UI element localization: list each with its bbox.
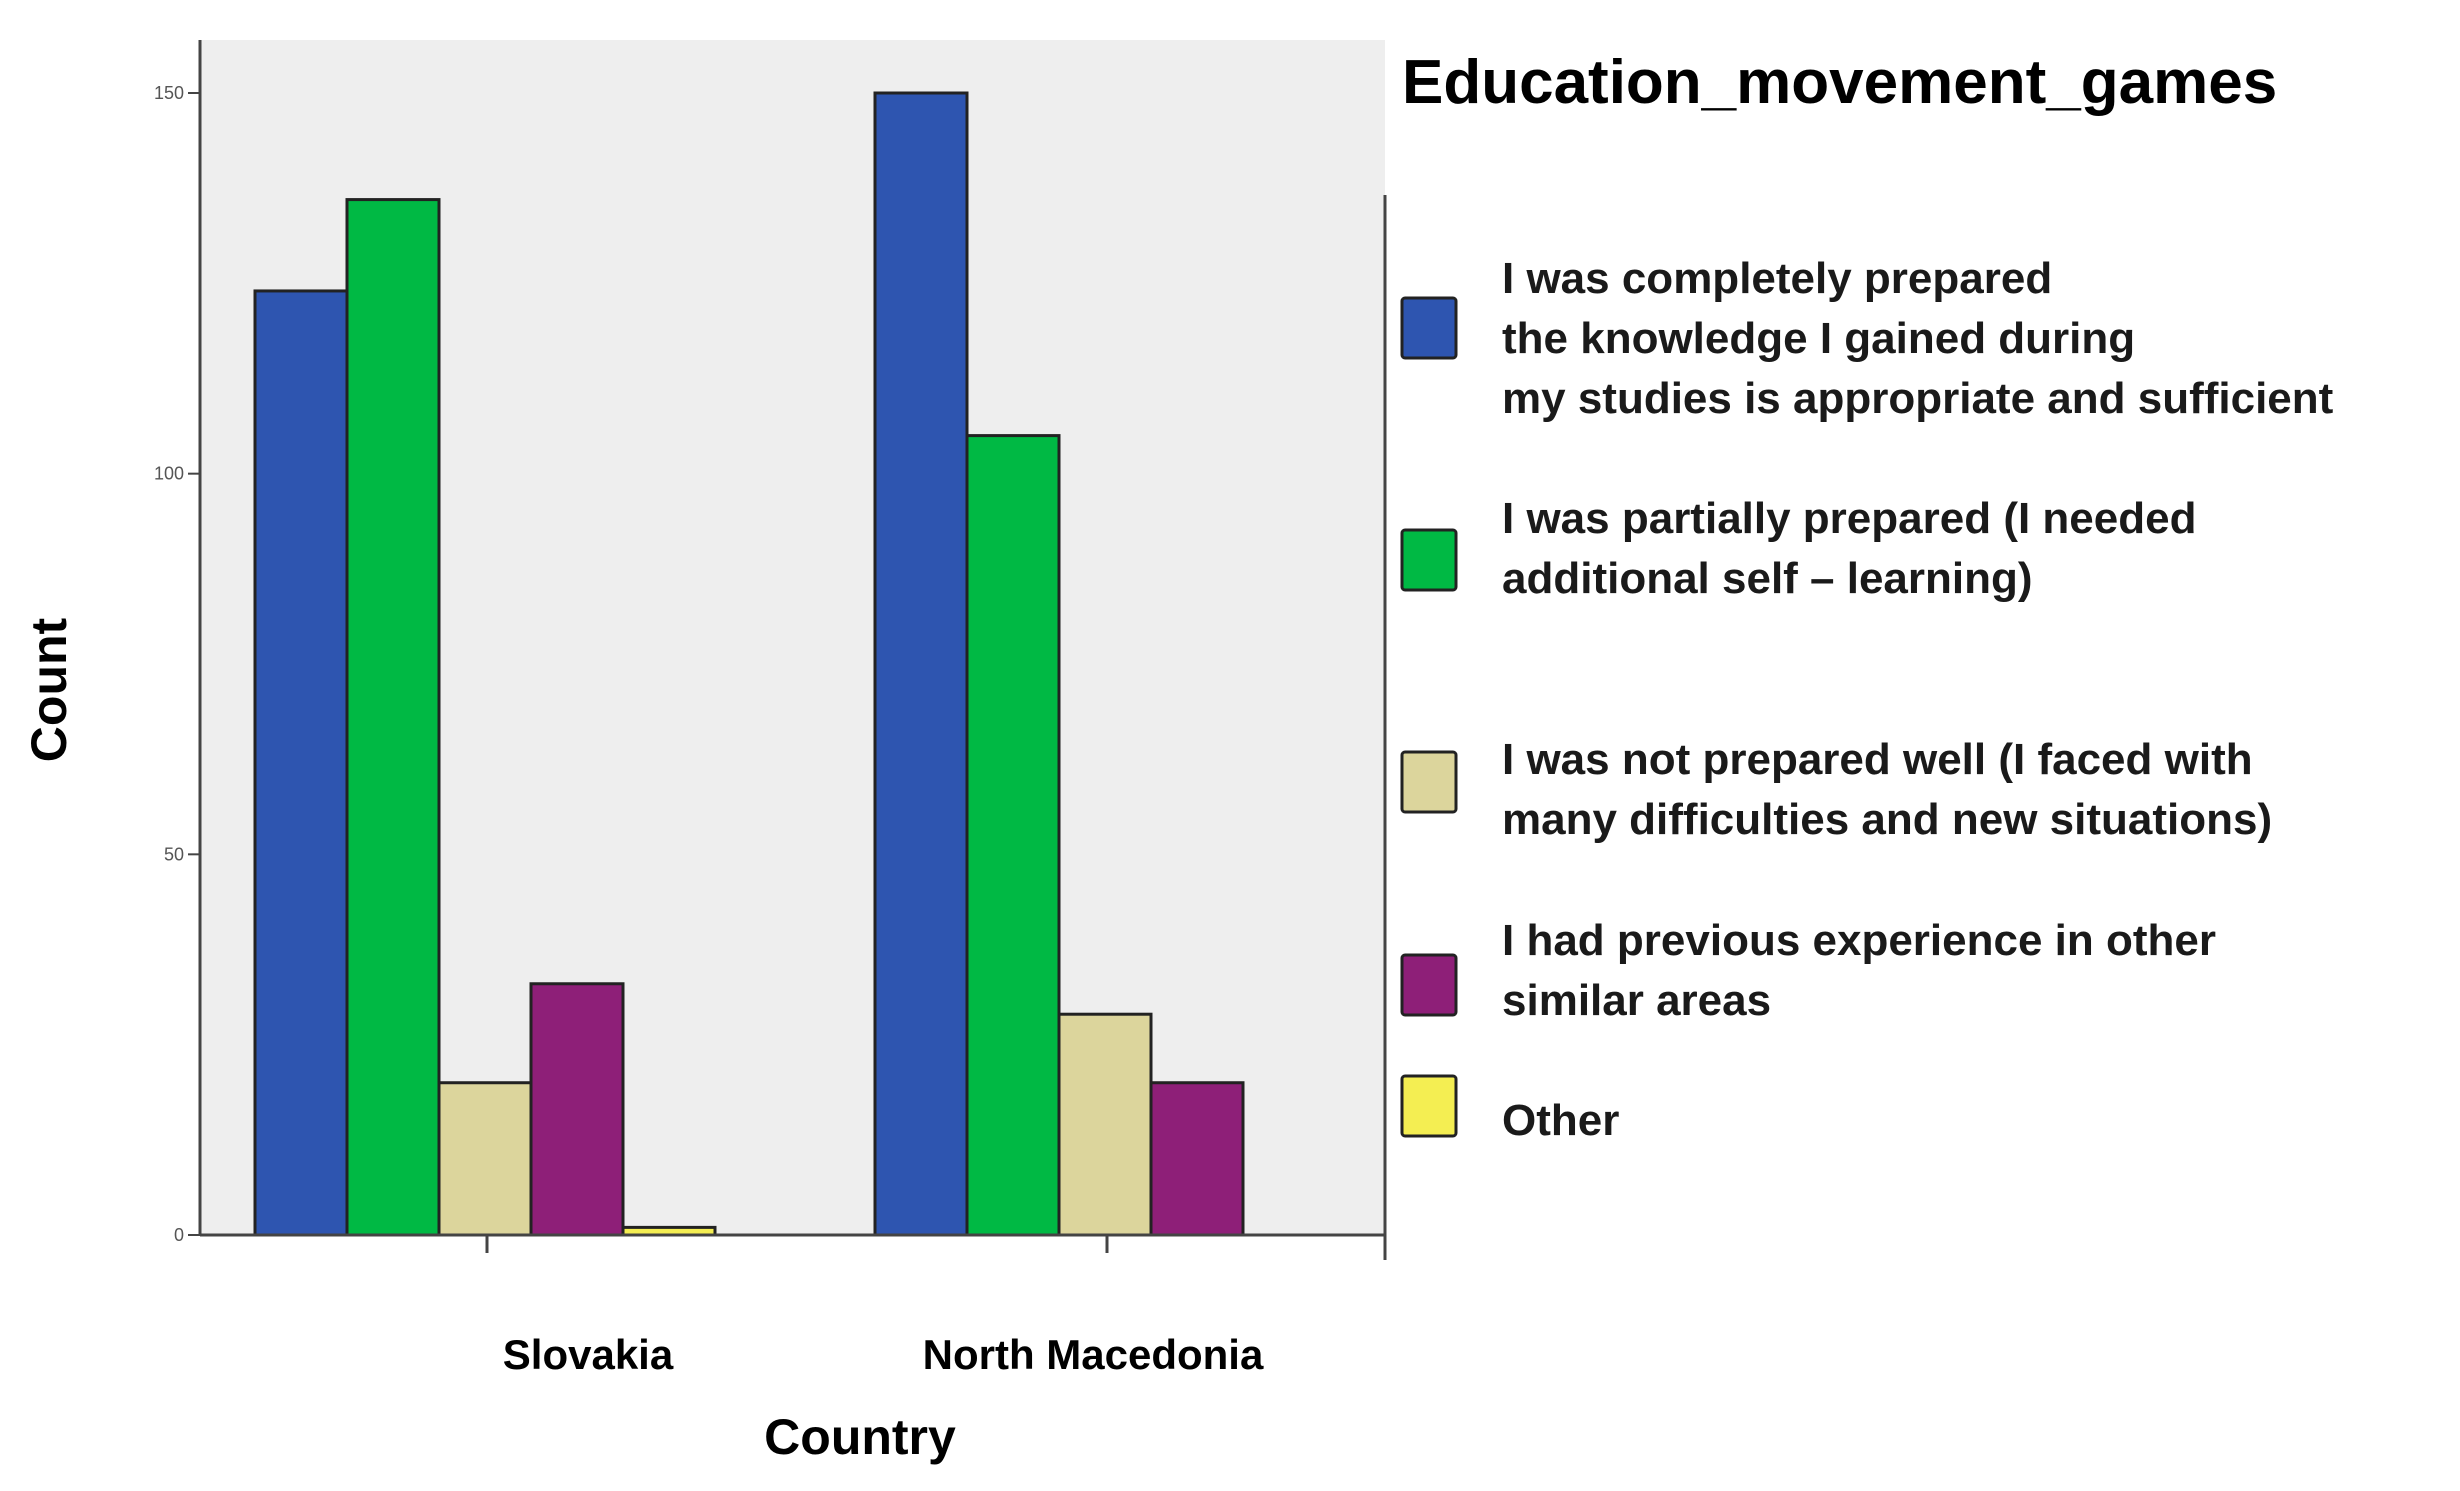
bar-north-macedonia-series-1	[873, 91, 969, 1237]
axes-group	[198, 40, 1387, 1260]
legend-label-2-line-2: additional self – learning)	[1502, 554, 2033, 603]
bar-north-macedonia-series-4	[1149, 1081, 1245, 1237]
legend-label-2-line-1: I was partially prepared (I needed	[1502, 494, 2196, 543]
legend-swatch-5	[1400, 1074, 1458, 1138]
bar-north-macedonia-series-2	[965, 434, 1061, 1237]
legend-label-3-line-1: I was not prepared well (I faced with	[1502, 735, 2253, 784]
y-tick-label-100: 100	[154, 464, 184, 484]
legend-swatch-2	[1400, 528, 1458, 592]
x-axis-title: Country	[764, 1409, 956, 1465]
legend: I was completely prepared the knowledge I…	[1400, 254, 2334, 1145]
x-category-label-north-macedonia: North Macedonia	[923, 1331, 1264, 1378]
bar-slovakia-series-3	[437, 1081, 533, 1237]
y-axis-title: Count	[21, 617, 77, 762]
legend-label-4-line-2: similar areas	[1502, 976, 1771, 1025]
legend-label-1-line-2: the knowledge I gained during	[1502, 314, 2135, 363]
bar-slovakia-series-1	[253, 289, 349, 1237]
legend-label-4-line-1: I had previous experience in other	[1502, 916, 2216, 965]
y-tick-label-50: 50	[164, 844, 184, 864]
legend-title: Education_movement_games	[1402, 48, 2277, 117]
legend-swatch-4	[1400, 953, 1458, 1017]
bar-north-macedonia-series-3	[1057, 1012, 1153, 1237]
legend-swatch-1	[1400, 296, 1458, 360]
y-tick-label-0: 0	[174, 1225, 184, 1245]
y-tick-label-150: 150	[154, 83, 184, 103]
legend-label-1-line-3: my studies is appropriate and sufficient	[1502, 374, 2334, 423]
x-category-label-slovakia: Slovakia	[503, 1331, 674, 1378]
x-categories-group: Slovakia North Macedonia	[485, 1235, 1264, 1378]
legend-swatch-3	[1400, 750, 1458, 814]
bar-slovakia-series-4	[529, 982, 625, 1237]
legend-label-5-line-1: Other	[1502, 1096, 1619, 1145]
legend-label-3-line-2: many difficulties and new situations)	[1502, 795, 2272, 844]
legend-label-1-line-1: I was completely prepared	[1502, 254, 2052, 303]
y-ticks-group: 0 50 100 150	[154, 83, 200, 1245]
bar-slovakia-series-2	[345, 198, 441, 1237]
bars-group	[253, 91, 1245, 1237]
